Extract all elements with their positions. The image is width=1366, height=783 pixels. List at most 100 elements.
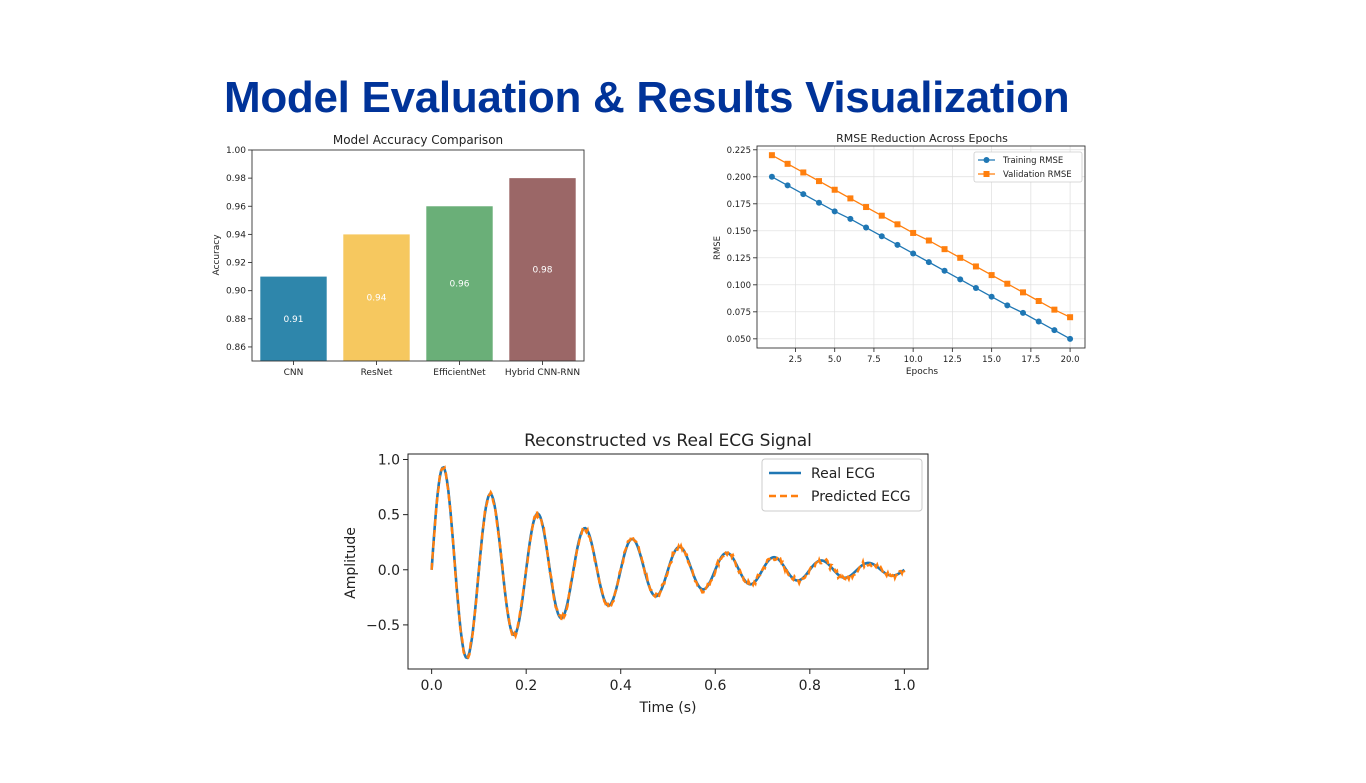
y-tick-label: 0.92 <box>226 259 246 269</box>
legend-box <box>761 458 923 512</box>
data-point-validation-rmse <box>768 152 775 159</box>
legend-label-validation: Validation RMSE <box>1003 170 1072 180</box>
y-axis-label: RMSE <box>713 236 723 260</box>
y-axis-label: Accuracy <box>212 234 222 276</box>
data-point-validation-rmse <box>863 204 870 211</box>
data-point-training-rmse <box>894 241 901 248</box>
x-tick-label: 0.6 <box>704 678 726 694</box>
plot-frame <box>407 453 929 670</box>
legend: Real ECG Predicted ECG <box>761 458 923 512</box>
x-tick-label: Hybrid CNN-RNN <box>505 368 580 378</box>
data-point-validation-rmse <box>988 272 995 279</box>
data-point-training-rmse <box>910 250 917 257</box>
chart-title: RMSE Reduction Across Epochs <box>836 132 1008 145</box>
ecg-line-chart: Reconstructed vs Real ECG Signal Amplitu… <box>343 431 929 716</box>
y-tick-label: 0.5 <box>378 508 400 524</box>
data-point-validation-rmse <box>972 263 979 270</box>
y-axis-label: Amplitude <box>343 527 359 599</box>
data-point-training-rmse <box>800 191 807 198</box>
legend-box <box>973 151 1083 183</box>
y-tick-label: 0.150 <box>727 227 751 237</box>
x-tick-label: 20.0 <box>1061 355 1080 365</box>
x-tick-label: ResNet <box>361 368 393 378</box>
chart-title: Model Accuracy Comparison <box>333 133 503 147</box>
data-point-validation-rmse <box>800 169 807 176</box>
x-tick-label: 7.5 <box>867 355 881 365</box>
data-point-validation-rmse <box>1035 298 1042 305</box>
data-point-validation-rmse <box>894 221 901 228</box>
y-tick-label: 0.88 <box>226 315 246 325</box>
y-tick-label: 0.175 <box>727 200 751 210</box>
data-point-validation-rmse <box>878 212 885 219</box>
x-tick-label: 0.0 <box>421 678 443 694</box>
bar-hybrid-cnn-rnn <box>509 178 576 361</box>
data-point-training-rmse <box>1035 318 1042 325</box>
bar-value-label: 0.91 <box>283 315 303 325</box>
legend-marker-validation <box>983 171 990 177</box>
y-tick-label: −0.5 <box>366 618 400 634</box>
bar-cnn <box>260 276 327 361</box>
data-point-validation-rmse <box>1020 289 1027 296</box>
x-tick-label: EfficientNet <box>433 368 486 378</box>
legend: Training RMSE Validation RMSE <box>973 151 1083 183</box>
data-point-training-rmse <box>972 285 979 292</box>
x-tick-label: 2.5 <box>789 355 803 365</box>
bar-value-label: 0.98 <box>532 266 552 276</box>
plot-frame <box>756 145 1086 349</box>
data-point-validation-rmse <box>941 246 948 253</box>
y-tick-label: 0.125 <box>727 254 751 264</box>
y-tick-label: 0.200 <box>727 173 751 183</box>
y-tick-label: 0.96 <box>226 202 246 212</box>
data-point-validation-rmse <box>1004 280 1011 287</box>
x-tick-label: 17.5 <box>1021 355 1040 365</box>
y-tick-label: 0.0 <box>378 563 400 579</box>
data-point-training-rmse <box>1004 302 1011 309</box>
rmse-line-chart: RMSE Reduction Across Epochs RMSE Epochs… <box>713 132 1086 377</box>
x-tick-label: 5.0 <box>828 355 842 365</box>
bar-resnet <box>343 234 410 361</box>
data-point-validation-rmse <box>784 160 791 167</box>
y-tick-label: 0.94 <box>226 230 246 240</box>
y-tick-label: 0.86 <box>226 343 246 353</box>
x-tick-label: 15.0 <box>982 355 1001 365</box>
x-tick-label: 0.4 <box>610 678 632 694</box>
data-point-validation-rmse <box>1051 306 1058 313</box>
data-point-training-rmse <box>1051 327 1058 334</box>
y-tick-label: 0.225 <box>727 146 751 156</box>
x-axis-label: Epochs <box>906 367 939 377</box>
data-point-training-rmse <box>925 259 932 266</box>
slide-title: Model Evaluation & Results Visualization <box>224 73 1070 122</box>
data-point-validation-rmse <box>957 254 964 261</box>
data-point-training-rmse <box>784 182 791 189</box>
bar-value-label: 0.96 <box>449 280 469 290</box>
legend-label-training: Training RMSE <box>1002 156 1063 166</box>
x-axis-label: Time (s) <box>639 700 697 716</box>
data-point-validation-rmse <box>815 178 822 185</box>
plot-frame <box>251 149 585 362</box>
data-point-training-rmse <box>847 215 854 222</box>
bar-value-label: 0.94 <box>366 294 386 304</box>
data-point-training-rmse <box>1067 335 1074 342</box>
data-point-training-rmse <box>941 267 948 274</box>
data-point-validation-rmse <box>925 237 932 244</box>
y-tick-label: 0.075 <box>727 308 751 318</box>
y-tick-label: 0.98 <box>226 174 246 184</box>
y-tick-label: 0.100 <box>727 281 751 291</box>
chart-title: Reconstructed vs Real ECG Signal <box>524 431 812 451</box>
legend-marker-training <box>983 157 990 163</box>
series-line-real-ecg <box>430 465 906 660</box>
y-tick-label: 1.00 <box>226 146 246 156</box>
y-tick-label: 0.050 <box>727 335 751 345</box>
y-tick-label: 1.0 <box>378 453 400 469</box>
data-point-training-rmse <box>878 233 885 240</box>
data-point-training-rmse <box>815 199 822 206</box>
x-tick-label: 10.0 <box>904 355 923 365</box>
x-tick-label: CNN <box>284 368 304 378</box>
data-point-training-rmse <box>831 208 838 215</box>
legend-label-real: Real ECG <box>811 466 875 482</box>
data-point-validation-rmse <box>831 186 838 193</box>
x-tick-label: 12.5 <box>943 355 962 365</box>
data-point-training-rmse <box>988 293 995 300</box>
data-point-training-rmse <box>957 276 964 283</box>
legend-label-predicted: Predicted ECG <box>811 489 911 505</box>
